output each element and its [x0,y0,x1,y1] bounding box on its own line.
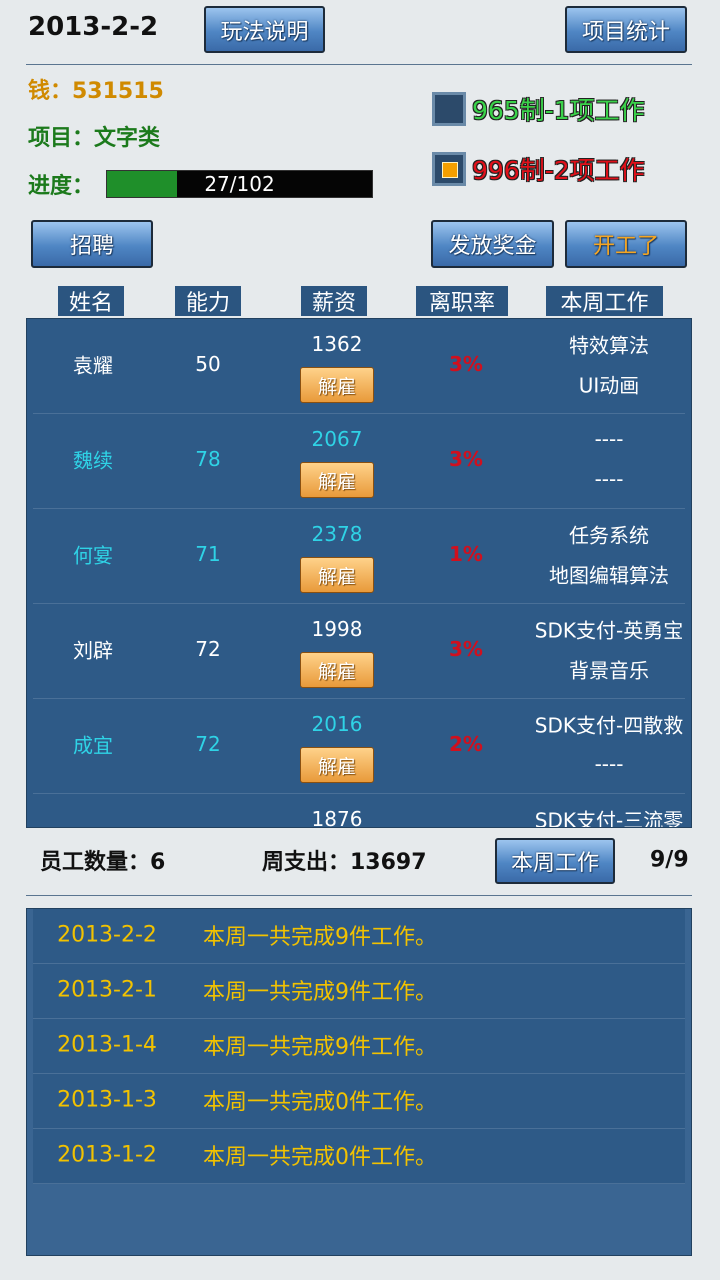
progress-fill [107,171,178,197]
staff-salary: 1998 [311,617,363,641]
staff-table: 袁耀 50 1362 解雇 3% 特效算法 UI动画魏续 78 2067 解雇 3% ---- ----… [26,318,692,828]
staff-salary: 2016 [311,712,363,736]
log-date: 2013-2-1 [57,977,157,1003]
weekly-task: SDK支付-四散救 [534,713,684,738]
weekly-task: 背景音乐 [569,658,649,683]
fire-button[interactable]: 解雇 [300,652,374,688]
column-header: 薪资 [301,286,367,316]
start-button[interactable]: 开工了 [565,220,687,268]
column-header: 能力 [175,286,241,316]
staff-salary: 1876 [311,807,363,828]
log-date: 2013-1-3 [57,1087,157,1113]
weekly-task: SDK支付-英勇宝 [534,618,684,643]
fire-button[interactable]: 解雇 [300,747,374,783]
staff-name: 刘辟 [73,638,113,663]
log-row [33,964,685,1019]
mode-checkbox[interactable] [432,152,466,186]
quit-rate: 2% [449,732,483,756]
weekly-task: ---- [594,467,624,491]
stats-button[interactable]: 项目统计 [565,6,687,53]
fire-button[interactable]: 解雇 [300,557,374,593]
progress-text: 27/102 [204,172,275,196]
log-text: 本周一共完成0件工作。 [203,1090,437,1115]
staff-row [33,699,685,794]
fire-button[interactable]: 解雇 [300,462,374,498]
fire-button[interactable]: 解雇 [300,367,374,403]
log-row [33,1019,685,1074]
log-row [33,1129,685,1184]
divider [26,895,692,896]
log-text: 本周一共完成9件工作。 [203,980,437,1005]
hire-button[interactable]: 招聘 [31,220,153,268]
quit-rate: 3% [449,637,483,661]
staff-ability: 71 [195,542,221,566]
date: 2013-2-2 [28,12,159,42]
staff-salary: 2067 [311,427,363,451]
money: 钱：531515 [28,79,164,104]
project: 项目：文字类 [28,126,161,151]
staff-row [33,414,685,509]
log-date: 2013-1-4 [57,1032,157,1058]
staff-salary: 1362 [311,332,363,356]
staff-name: 何宴 [73,543,113,568]
bonus-button[interactable]: 发放奖金 [431,220,554,268]
weekly-task: 任务系统 [569,523,649,548]
weekly-task: ---- [594,752,624,776]
weekly-task: ---- [594,427,624,451]
staff-ability: 72 [195,732,221,756]
staff-ability: 50 [195,352,221,376]
check-mark [442,162,458,178]
quit-rate: 3% [449,352,483,376]
weekly-task: SDK支付-三流零 [534,808,684,828]
log-row [33,1074,685,1129]
quit-rate: 1% [449,542,483,566]
staff-row [33,509,685,604]
staff-count: 员工数量：6 [40,850,166,875]
log-row [33,909,685,964]
log-text: 本周一共完成0件工作。 [203,1145,437,1170]
weekly-task: UI动画 [578,373,640,398]
log-date: 2013-1-2 [57,1142,157,1168]
staff-row [33,319,685,414]
log-panel: 2013-2-2 本周一共完成9件工作。 2013-2-1 本周一共完成9件工作。 20… [26,908,692,1256]
mode-label[interactable]: 965制-1项工作 [472,96,645,125]
weekly-cost: 周支出：13697 [262,850,427,875]
staff-name: 袁耀 [73,353,113,378]
log-text: 本周一共完成9件工作。 [203,925,437,950]
progress-bar: 27/102 [106,170,373,198]
staff-row [33,604,685,699]
help-button[interactable]: 玩法说明 [204,6,325,53]
mode-checkbox[interactable] [432,92,466,126]
work-done: 9/9 [650,847,689,873]
staff-ability: 72 [195,637,221,661]
staff-name: 魏续 [73,448,113,473]
log-text: 本周一共完成9件工作。 [203,1035,437,1060]
staff-name: 成宜 [73,733,113,758]
column-header: 姓名 [58,286,124,316]
progress-label: 进度： [28,174,95,199]
column-header: 离职率 [416,286,508,316]
divider [26,64,692,65]
mode-label[interactable]: 996制-2项工作 [472,156,645,185]
log-date: 2013-2-2 [57,922,157,948]
weekly-task: 特效算法 [569,333,649,358]
weekly-task: 地图编辑算法 [549,563,669,588]
week-work-button[interactable]: 本周工作 [495,838,615,884]
quit-rate: 3% [449,447,483,471]
staff-salary: 2378 [311,522,363,546]
column-header: 本周工作 [546,286,663,316]
staff-ability: 78 [195,447,221,471]
